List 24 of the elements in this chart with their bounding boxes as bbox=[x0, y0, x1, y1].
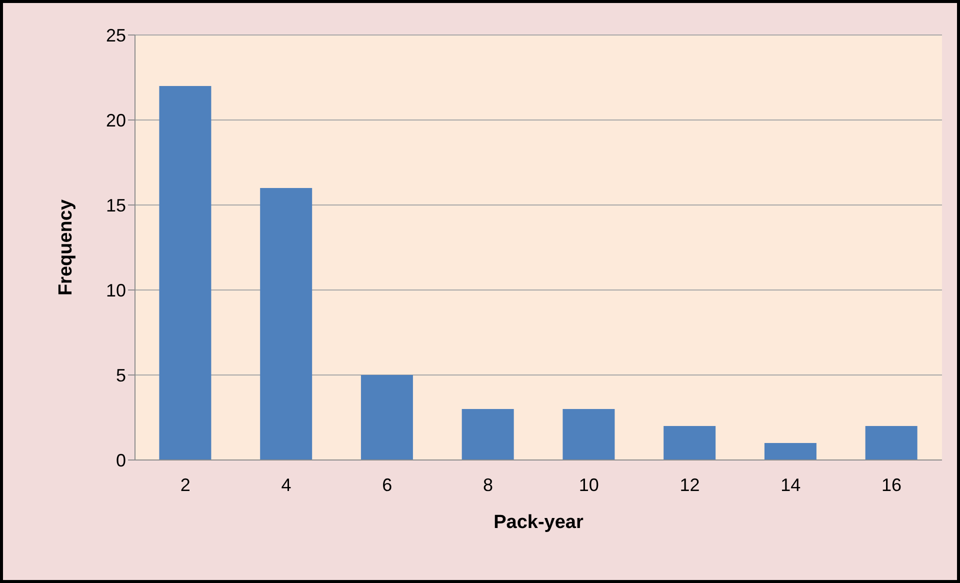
bar bbox=[562, 409, 615, 460]
bar bbox=[260, 188, 312, 460]
y-axis-title: Frequency bbox=[56, 199, 77, 296]
x-tick-label: 10 bbox=[578, 474, 599, 495]
bar bbox=[664, 426, 716, 460]
bar bbox=[360, 375, 413, 460]
x-tick-label: 6 bbox=[382, 474, 392, 495]
x-tick-label: 14 bbox=[780, 474, 801, 495]
y-tick-label: 0 bbox=[116, 450, 126, 470]
x-axis-title: Pack-year bbox=[494, 512, 584, 533]
x-tick-label: 2 bbox=[180, 474, 190, 495]
bar bbox=[462, 409, 514, 460]
y-tick-label: 15 bbox=[106, 195, 126, 216]
x-tick-label: 12 bbox=[680, 474, 700, 495]
y-tick-label: 10 bbox=[106, 280, 126, 300]
bar bbox=[159, 86, 212, 460]
x-tick-label: 8 bbox=[483, 474, 494, 495]
bar bbox=[764, 443, 816, 460]
x-tick-label: 16 bbox=[882, 474, 902, 495]
x-tick-label: 4 bbox=[281, 474, 292, 495]
y-tick-label: 25 bbox=[106, 25, 126, 46]
y-tick-label: 20 bbox=[106, 110, 126, 130]
bar bbox=[865, 426, 918, 460]
y-tick-label: 5 bbox=[116, 365, 126, 386]
